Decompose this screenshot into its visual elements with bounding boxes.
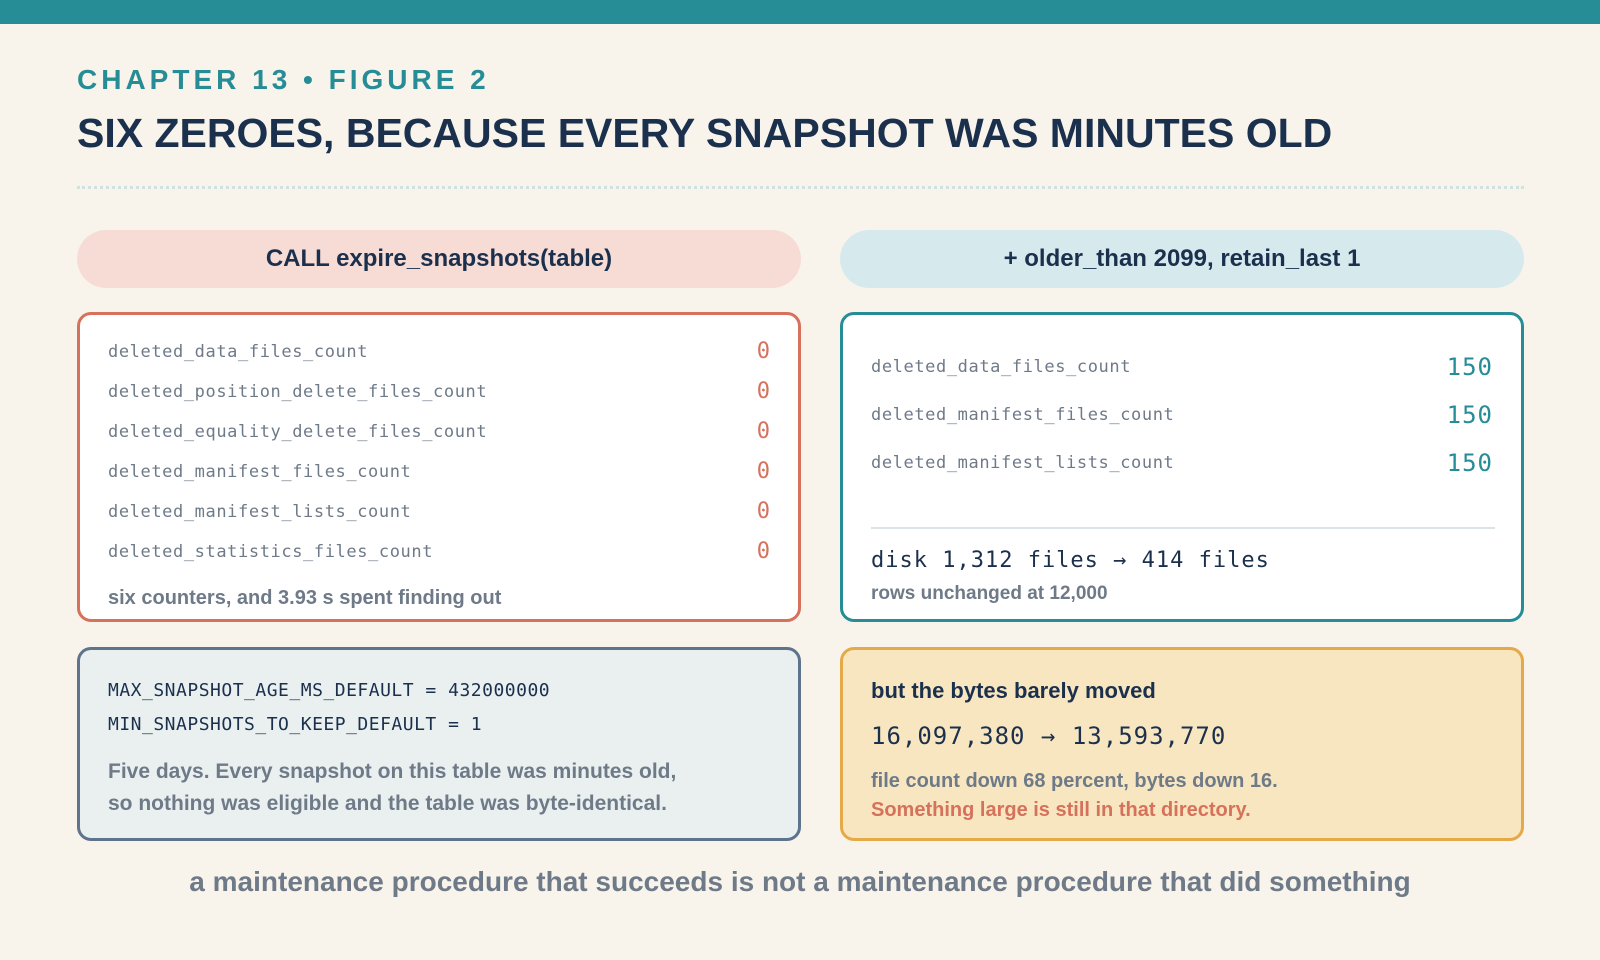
counter-row: deleted_manifest_files_count 150 xyxy=(871,401,1493,429)
defaults-explanation-line-2: so nothing was eligible and the table wa… xyxy=(108,792,667,815)
defaults-explanation-line-1: Five days. Every snapshot on this table … xyxy=(108,760,677,783)
bytes-heading: but the bytes barely moved xyxy=(871,678,1156,703)
counter-row: deleted_statistics_files_count 0 xyxy=(108,539,770,564)
counter-row: deleted_data_files_count 0 xyxy=(108,339,770,364)
counter-row: deleted_manifest_files_count 0 xyxy=(108,459,770,484)
counter-name: deleted_manifest_files_count xyxy=(871,405,1175,425)
counter-name: deleted_position_delete_files_count xyxy=(108,381,488,402)
zero-counters-card: deleted_data_files_count 0 deleted_posit… xyxy=(77,312,801,622)
rows-unchanged-line: rows unchanged at 12,000 xyxy=(871,583,1108,604)
left-pill-label: CALL expire_snapshots(table) xyxy=(265,245,613,272)
counter-name: deleted_manifest_files_count xyxy=(108,461,412,482)
deleted-counters-card: deleted_data_files_count 150 deleted_man… xyxy=(840,312,1524,622)
counter-name: deleted_data_files_count xyxy=(108,341,369,362)
title-divider xyxy=(77,186,1524,189)
counter-value: 150 xyxy=(1446,449,1493,477)
right-pill-options: + older_than 2099, retain_last 1 xyxy=(840,230,1524,288)
counter-value: 0 xyxy=(756,379,770,404)
counter-row: deleted_manifest_lists_count 0 xyxy=(108,499,770,524)
counter-name: deleted_equality_delete_files_count xyxy=(108,421,488,442)
disk-files-line: disk 1,312 files → 414 files xyxy=(871,548,1270,573)
counter-row: deleted_manifest_lists_count 150 xyxy=(871,449,1493,477)
counter-value: 150 xyxy=(1446,401,1493,429)
bytes-card: but the bytes barely moved 16,097,380 → … xyxy=(840,647,1524,841)
counter-name: deleted_data_files_count xyxy=(871,357,1132,377)
defaults-card: MAX_SNAPSHOT_AGE_MS_DEFAULT = 432000000 … xyxy=(77,647,801,841)
counter-value: 0 xyxy=(756,419,770,444)
right-pill-label: + older_than 2099, retain_last 1 xyxy=(1003,245,1361,272)
bytes-note-1: file count down 68 percent, bytes down 1… xyxy=(871,770,1278,792)
counter-name: deleted_manifest_lists_count xyxy=(871,453,1175,473)
counter-value: 0 xyxy=(756,339,770,364)
counter-value: 0 xyxy=(756,539,770,564)
counter-value: 0 xyxy=(756,499,770,524)
counter-value: 150 xyxy=(1446,353,1493,381)
bytes-change-line: 16,097,380 → 13,593,770 xyxy=(871,722,1227,750)
bytes-note-2: Something large is still in that directo… xyxy=(871,799,1251,821)
counter-row: deleted_position_delete_files_count 0 xyxy=(108,379,770,404)
figure-caption: a maintenance procedure that succeeds is… xyxy=(189,866,1411,897)
figure-title: SIX ZEROES, BECAUSE EVERY SNAPSHOT WAS M… xyxy=(77,110,1333,156)
counter-name: deleted_statistics_files_count xyxy=(108,541,434,562)
counter-row: deleted_data_files_count 150 xyxy=(871,353,1493,381)
counter-name: deleted_manifest_lists_count xyxy=(108,501,412,522)
counter-row: deleted_equality_delete_files_count 0 xyxy=(108,419,770,444)
counter-value: 0 xyxy=(756,459,770,484)
left-pill-call: CALL expire_snapshots(table) xyxy=(77,230,801,288)
max-age-default-line: MAX_SNAPSHOT_AGE_MS_DEFAULT = 432000000 xyxy=(108,680,551,701)
card-divider xyxy=(871,527,1495,529)
chapter-eyebrow: CHAPTER 13 • FIGURE 2 xyxy=(77,64,490,95)
top-accent-bar xyxy=(0,0,1600,24)
min-snapshots-default-line: MIN_SNAPSHOTS_TO_KEEP_DEFAULT = 1 xyxy=(108,714,483,735)
counters-note: six counters, and 3.93 s spent finding o… xyxy=(108,587,502,609)
